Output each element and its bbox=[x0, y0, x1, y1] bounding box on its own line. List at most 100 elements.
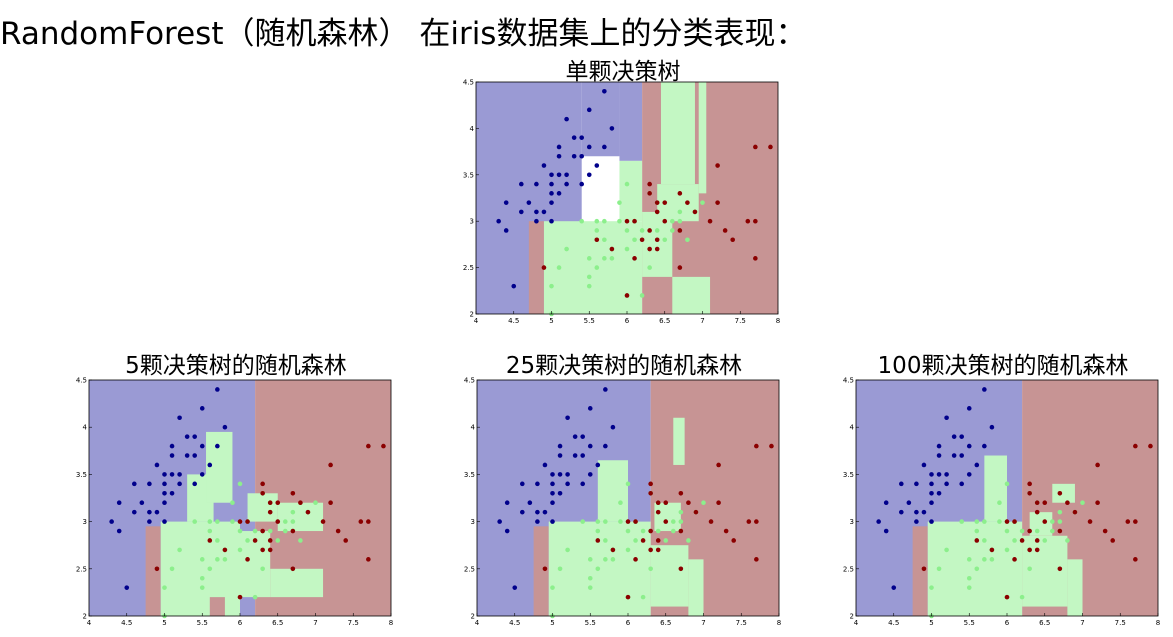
point-class0-16 bbox=[549, 200, 554, 205]
point-class1-35 bbox=[701, 500, 706, 506]
point-class0-31 bbox=[602, 88, 607, 94]
point-class0-19 bbox=[556, 191, 562, 196]
point-class0-13 bbox=[162, 472, 167, 477]
point-class1-27 bbox=[267, 528, 273, 534]
point-class2-9 bbox=[647, 246, 652, 252]
point-class1-4 bbox=[587, 585, 593, 590]
point-class2-1 bbox=[595, 538, 601, 543]
point-class1-33 bbox=[1065, 538, 1070, 543]
point-class1-14 bbox=[989, 557, 995, 562]
point-class0-5 bbox=[519, 181, 524, 187]
point-class2-0 bbox=[154, 566, 160, 572]
point-class2-17 bbox=[290, 490, 296, 496]
decision-region-10 bbox=[660, 82, 695, 185]
point-class0-32 bbox=[222, 424, 228, 430]
point-class1-12 bbox=[602, 218, 607, 224]
point-class1-2 bbox=[557, 566, 563, 572]
point-class1-6 bbox=[587, 557, 593, 562]
point-class2-27 bbox=[366, 557, 371, 562]
point-class1-36 bbox=[580, 519, 585, 524]
point-class2-5 bbox=[632, 218, 637, 224]
point-class2-11 bbox=[655, 538, 661, 543]
point-class1-32 bbox=[678, 519, 684, 524]
point-class1-32 bbox=[290, 519, 296, 524]
point-class0-7 bbox=[534, 181, 539, 187]
point-class2-15 bbox=[663, 500, 669, 506]
point-class0-29 bbox=[966, 472, 972, 477]
point-class0-18 bbox=[169, 443, 175, 449]
y-tick-label-3: 3.5 bbox=[843, 471, 854, 479]
point-class2-16 bbox=[1057, 566, 1063, 572]
point-class0-4 bbox=[899, 509, 904, 515]
point-class2-11 bbox=[654, 237, 660, 243]
point-class0-27 bbox=[579, 153, 584, 159]
point-class0-29 bbox=[587, 472, 593, 477]
point-class0-35 bbox=[594, 163, 600, 168]
point-class2-1 bbox=[207, 538, 213, 543]
point-class2-6 bbox=[1019, 538, 1025, 543]
point-class2-31 bbox=[1004, 519, 1010, 524]
point-class0-23 bbox=[177, 472, 182, 477]
point-class1-27 bbox=[1034, 528, 1040, 534]
point-class2-29 bbox=[768, 144, 773, 150]
point-class1-12 bbox=[215, 519, 220, 524]
point-class0-9 bbox=[914, 509, 919, 515]
point-class2-27 bbox=[753, 256, 758, 261]
point-class2-3 bbox=[624, 293, 630, 298]
point-class2-9 bbox=[648, 547, 653, 553]
point-class0-19 bbox=[557, 490, 563, 496]
decision-region-11 bbox=[698, 82, 707, 194]
point-class2-8 bbox=[647, 191, 652, 196]
point-class2-21 bbox=[715, 163, 720, 168]
point-class0-14 bbox=[929, 519, 934, 524]
y-tick-label-1: 2.5 bbox=[463, 264, 474, 272]
y-tick-label-2: 3 bbox=[850, 518, 854, 526]
x-tick-label-3: 5.5 bbox=[584, 317, 595, 325]
point-class2-14 bbox=[662, 218, 668, 224]
point-class0-12 bbox=[550, 490, 555, 496]
point-class2-19 bbox=[1072, 509, 1078, 515]
y-tick-label-5: 4.5 bbox=[463, 79, 474, 87]
point-class0-2 bbox=[116, 500, 122, 506]
point-class2-27 bbox=[1133, 557, 1138, 562]
point-class2-25 bbox=[1125, 519, 1131, 524]
point-class0-31 bbox=[982, 387, 987, 392]
decision-region-8 bbox=[247, 493, 278, 522]
point-class2-1 bbox=[594, 237, 600, 243]
point-class1-1 bbox=[162, 585, 167, 590]
point-class1-12 bbox=[603, 519, 608, 524]
x-tick-label-3: 5.5 bbox=[197, 619, 208, 627]
point-class1-9 bbox=[207, 566, 213, 572]
point-class1-30 bbox=[671, 519, 676, 524]
point-class1-3 bbox=[564, 246, 569, 252]
page-heading: RandomForest（随机森林） 在iris数据集上的分类表现： bbox=[0, 16, 807, 52]
point-class1-7 bbox=[974, 528, 980, 534]
point-class1-3 bbox=[944, 547, 949, 553]
point-class0-6 bbox=[526, 200, 532, 205]
point-class0-34 bbox=[184, 434, 190, 439]
point-class0-12 bbox=[929, 490, 934, 496]
point-class0-23 bbox=[944, 472, 949, 477]
x-tick-label-6: 7 bbox=[1080, 619, 1084, 627]
point-class0-30 bbox=[215, 443, 220, 449]
point-class1-9 bbox=[594, 265, 600, 270]
point-class0-26 bbox=[580, 481, 585, 487]
point-class2-4 bbox=[632, 256, 637, 261]
point-class0-7 bbox=[535, 481, 540, 487]
point-class1-3 bbox=[565, 547, 570, 553]
point-class0-5 bbox=[132, 481, 137, 487]
point-class2-12 bbox=[267, 509, 273, 515]
point-class1-8 bbox=[594, 218, 600, 224]
point-class1-12 bbox=[982, 519, 987, 524]
decision-region-10 bbox=[209, 597, 225, 616]
point-class1-29 bbox=[670, 228, 675, 233]
x-tick-label-2: 5 bbox=[162, 619, 166, 627]
point-class1-24 bbox=[252, 528, 258, 534]
point-class2-13 bbox=[655, 500, 661, 506]
point-class1-25 bbox=[1027, 566, 1032, 572]
point-class2-18 bbox=[298, 500, 303, 506]
point-class1-20 bbox=[625, 547, 631, 553]
x-tick-label-5: 6.5 bbox=[660, 619, 671, 627]
point-class2-15 bbox=[275, 500, 281, 506]
decision-region-1 bbox=[581, 82, 620, 157]
